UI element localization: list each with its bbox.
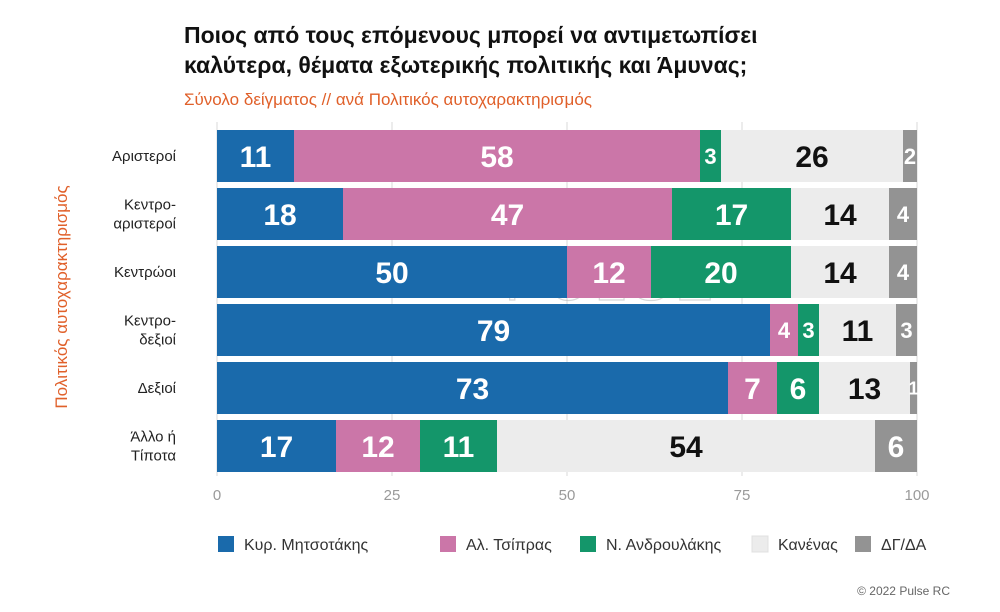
category-label: Κεντρο- — [124, 313, 176, 330]
bar-value-label: 4 — [778, 318, 791, 343]
bar-segment — [217, 188, 343, 240]
bar-segment — [217, 420, 336, 472]
chart-title: Ποιος από τους επόμενους μπορεί να αντιμ… — [184, 20, 944, 80]
bar-segment — [672, 188, 791, 240]
bar-value-label: 73 — [456, 373, 489, 406]
bar-value-label: 7 — [744, 373, 761, 406]
bar-segment — [651, 246, 791, 298]
copyright-footer: © 2022 Pulse RC — [857, 584, 950, 598]
category-label: αριστεροί — [113, 216, 176, 233]
bar-value-label: 17 — [715, 199, 748, 232]
bar-segment — [903, 130, 917, 182]
category-label: Κεντρο- — [124, 197, 176, 214]
bar-segment — [420, 420, 497, 472]
bar-segment — [217, 362, 728, 414]
bar-value-label: 14 — [823, 257, 857, 290]
bar-value-label: 6 — [888, 431, 905, 464]
chart-title-line-2: καλύτερα, θέματα εξωτερικής πολιτικής κα… — [184, 52, 748, 78]
bar-value-label: 2 — [904, 144, 916, 169]
bar-segment — [294, 130, 700, 182]
bar-segment — [721, 130, 903, 182]
bar-value-label: 3 — [900, 318, 912, 343]
bar-segment — [700, 130, 721, 182]
bar-value-label: 26 — [795, 141, 828, 174]
bar-value-label: 12 — [592, 257, 625, 290]
bar-segment — [770, 304, 798, 356]
x-tick-label: 0 — [213, 487, 221, 504]
bar-value-label: 54 — [669, 431, 703, 464]
category-label: δεξιοί — [139, 332, 176, 349]
category-label: Κεντρώοι — [114, 264, 176, 281]
x-tick-label: 50 — [559, 487, 576, 504]
bar-value-label: 79 — [477, 315, 510, 348]
chart-title-line-1: Ποιος από τους επόμενους μπορεί να αντιμ… — [184, 22, 758, 48]
bar-value-label: 18 — [263, 199, 296, 232]
bar-value-label: 13 — [848, 373, 881, 406]
bar-segment — [791, 188, 889, 240]
bar-value-label: 4 — [897, 202, 910, 227]
category-label: Άλλο ή — [130, 429, 176, 446]
bar-value-label: 50 — [375, 257, 408, 290]
bar-segment — [217, 304, 770, 356]
bar-value-label: 12 — [361, 431, 394, 464]
bar-value-label: 20 — [704, 257, 737, 290]
bar-segment — [728, 362, 777, 414]
bar-value-label: 58 — [480, 141, 513, 174]
bar-value-label: 17 — [260, 431, 293, 464]
category-label: Αριστεροί — [112, 148, 177, 165]
x-tick-label: 100 — [904, 487, 929, 504]
legend-swatch — [855, 536, 871, 552]
bar-value-label: 11 — [842, 315, 874, 348]
bar-segment — [777, 362, 819, 414]
bar-value-label: 3 — [704, 144, 716, 169]
bar-value-label: 1 — [908, 378, 918, 398]
chart-subtitle: Σύνολο δείγματος // ανά Πολιτικός αυτοχα… — [184, 90, 592, 109]
bar-segment — [819, 362, 910, 414]
bar-value-label: 11 — [443, 431, 475, 464]
bar-value-label: 6 — [790, 373, 807, 406]
legend-swatch — [751, 535, 769, 553]
legend-label: Αλ. Τσίπρας — [466, 537, 552, 554]
bar-segment — [497, 420, 875, 472]
legend-label: Κυρ. Μητσοτάκης — [244, 537, 369, 554]
legend-label: Ν. Ανδρουλάκης — [606, 537, 722, 554]
bar-segment — [889, 246, 917, 298]
legend-swatch — [218, 536, 234, 552]
bar-segment — [791, 246, 889, 298]
legend-swatch — [580, 536, 596, 552]
legend-label: ΔΓ/ΔΑ — [881, 537, 927, 554]
bar-value-label: 3 — [802, 318, 814, 343]
bar-segment — [819, 304, 896, 356]
x-tick-label: 75 — [734, 487, 751, 504]
bar-value-label: 14 — [823, 199, 857, 232]
bar-value-label: 4 — [897, 260, 910, 285]
category-label: Τίποτα — [131, 448, 176, 465]
bar-segment — [889, 188, 917, 240]
x-tick-label: 25 — [384, 487, 401, 504]
category-label: Δεξιοί — [138, 380, 177, 397]
bar-value-label: 47 — [491, 199, 524, 232]
bar-segment — [910, 362, 917, 414]
bar-segment — [875, 420, 917, 472]
bar-segment — [567, 246, 651, 298]
bar-segment — [896, 304, 917, 356]
bar-value-label: 11 — [240, 141, 272, 174]
bar-segment — [336, 420, 420, 472]
legend-label: Κανένας — [778, 537, 838, 554]
bar-segment — [217, 130, 294, 182]
bar-segment — [217, 246, 567, 298]
bar-segment — [798, 304, 819, 356]
bar-segment — [343, 188, 672, 240]
legend-swatch — [440, 536, 456, 552]
